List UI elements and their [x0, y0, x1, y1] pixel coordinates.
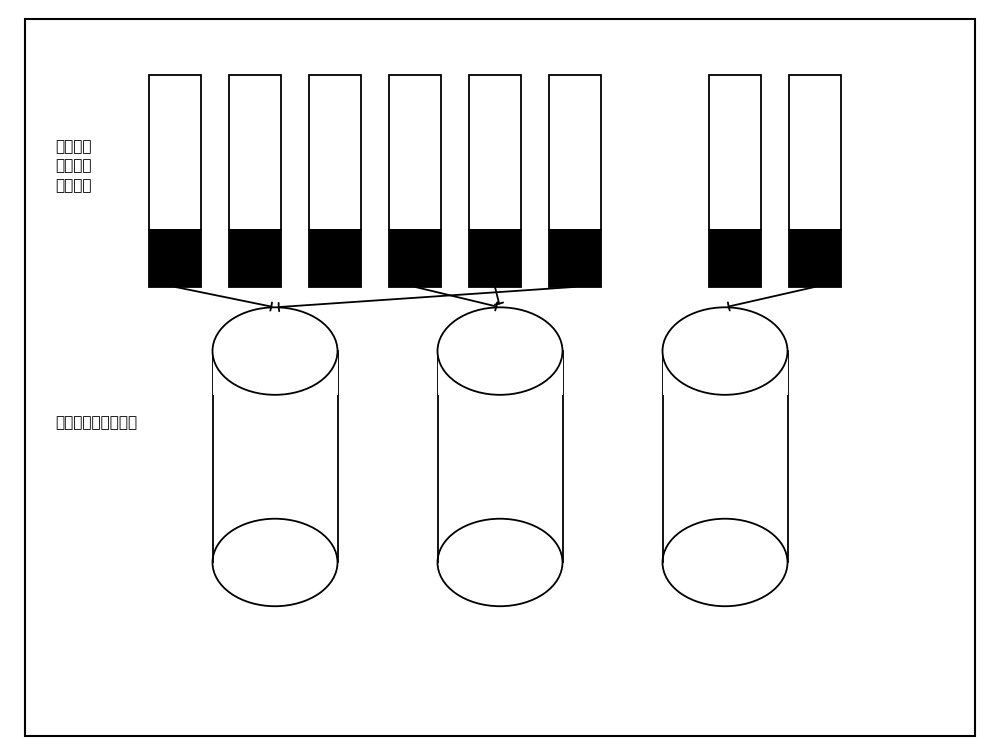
Text: 经过预处
理的时间
序列数据: 经过预处 理的时间 序列数据 — [55, 139, 92, 193]
Bar — [389, 76, 441, 230]
Bar — [549, 76, 601, 230]
Bar — [309, 76, 361, 230]
Bar — [438, 351, 562, 395]
Bar — [789, 230, 841, 287]
Bar — [149, 76, 201, 230]
Bar — [309, 230, 361, 287]
Bar — [229, 230, 281, 287]
Bar — [469, 230, 521, 287]
Bar — [549, 230, 601, 287]
Ellipse shape — [212, 307, 338, 395]
Bar — [709, 230, 761, 287]
Bar — [149, 230, 201, 287]
Bar — [469, 76, 521, 230]
Ellipse shape — [662, 307, 788, 395]
Bar — [213, 351, 338, 395]
Bar — [662, 351, 788, 562]
Bar — [662, 351, 788, 395]
Ellipse shape — [438, 307, 562, 395]
Text: 聚类结果保存到簇中: 聚类结果保存到簇中 — [55, 415, 137, 430]
Bar — [789, 76, 841, 230]
Bar — [229, 76, 281, 230]
Bar — [213, 351, 338, 562]
Bar — [438, 351, 562, 562]
Bar — [389, 230, 441, 287]
Bar — [709, 76, 761, 230]
